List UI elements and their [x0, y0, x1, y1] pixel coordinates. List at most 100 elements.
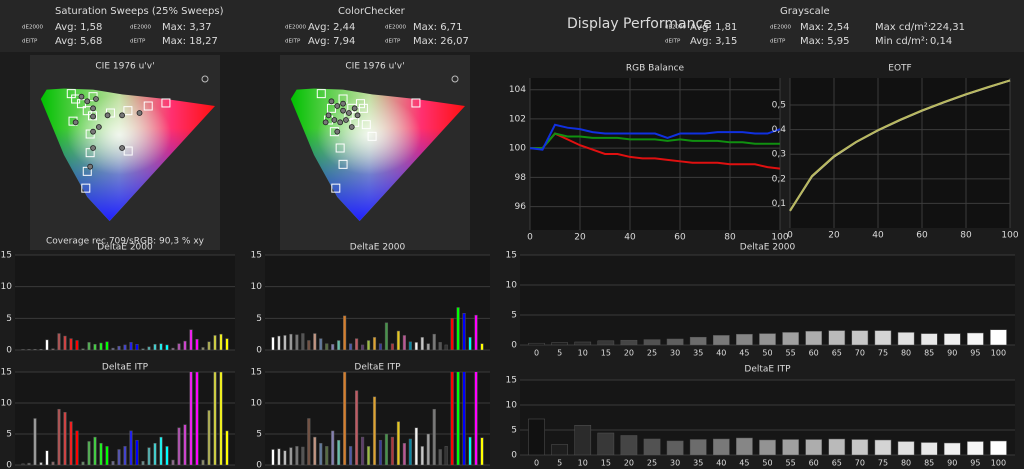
y-tick-label: 5 [511, 426, 517, 436]
bar [289, 333, 293, 350]
y-tick-label: 10 [1, 282, 13, 292]
measured-point [119, 145, 125, 151]
metric-label: dEITP [22, 39, 38, 45]
bar [851, 439, 869, 455]
bar [225, 430, 229, 465]
series-line [529, 123, 781, 151]
bar [378, 439, 383, 465]
bar [195, 338, 199, 350]
bar [301, 446, 305, 465]
bar [689, 439, 707, 455]
bar [27, 349, 31, 350]
bar [283, 335, 287, 350]
bar [213, 335, 217, 350]
bar [331, 430, 335, 465]
metric-label: dEITP [770, 39, 786, 45]
plot-bg [520, 255, 1015, 345]
series-line [530, 132, 780, 150]
x-tick-label: 25 [647, 459, 657, 468]
bar [69, 338, 73, 350]
bar [620, 435, 638, 455]
measured-point [331, 117, 338, 123]
bar [828, 438, 846, 455]
bar [21, 349, 25, 350]
bar [920, 333, 938, 345]
bars [528, 418, 1007, 455]
bar [271, 337, 275, 350]
bar [712, 335, 730, 345]
y-tick-label: 5 [6, 430, 12, 440]
bar [408, 438, 412, 465]
metric-label: dE2000 [665, 25, 686, 31]
bar [782, 439, 799, 455]
y-tick-label: 0 [256, 346, 262, 356]
y-tick-label: 5 [256, 314, 262, 324]
chart-title: DeltaE ITP [102, 363, 149, 373]
bar [325, 343, 329, 350]
bar [666, 338, 684, 345]
bar [111, 347, 115, 350]
bar [480, 437, 484, 465]
metric-label: dE2000 [130, 25, 151, 31]
bar [426, 433, 430, 465]
bar [337, 340, 341, 350]
bar [75, 340, 79, 350]
x-tick-label: 50 [762, 349, 772, 358]
measured-point [340, 107, 346, 114]
bar [75, 430, 79, 465]
target-point [123, 106, 133, 116]
target-point [331, 183, 341, 193]
y-tick-label: 0 [256, 461, 262, 469]
target-point [161, 98, 171, 108]
x-tick-label: 95 [970, 459, 980, 468]
bar [420, 337, 424, 350]
bar [135, 344, 139, 350]
bar [63, 412, 67, 465]
bars [21, 329, 229, 350]
metric-value: Max: 5,95 [800, 36, 850, 47]
bar [183, 340, 187, 350]
metric-label: dE2000 [22, 25, 43, 31]
target-point [358, 103, 368, 113]
measured-point [322, 119, 329, 126]
measured-point [87, 163, 94, 170]
bar [438, 342, 442, 350]
bar [920, 442, 938, 455]
bar [331, 344, 335, 350]
measured-point [348, 124, 355, 130]
metric-value: Max: 6,71 [413, 22, 463, 33]
measured-point [325, 112, 332, 119]
measured-point [90, 145, 96, 151]
metric-value: Avg: 2,44 [308, 22, 355, 33]
chart-title: DeltaE ITP [744, 365, 791, 375]
bar [201, 347, 205, 350]
x-tick-label: 100 [771, 233, 788, 243]
measured-point [104, 112, 111, 119]
x-tick-label: 5 [557, 459, 562, 468]
bar [360, 436, 365, 465]
x-tick-label: 90 [947, 349, 957, 358]
bar [343, 372, 347, 465]
measured-point [84, 98, 91, 105]
measured-point [345, 110, 352, 116]
series-line [530, 132, 781, 170]
measured-point [343, 117, 349, 123]
bar [372, 337, 377, 350]
bars [528, 329, 1007, 345]
bar [343, 315, 347, 350]
bar [45, 450, 49, 465]
measured-point [95, 124, 102, 130]
metric-value: Avg: 1,81 [690, 22, 737, 33]
bar [183, 424, 187, 465]
x-tick-label: 20 [624, 349, 634, 358]
y-tick-label: 0 [6, 346, 12, 356]
y-tick-label: 100 [509, 144, 526, 154]
bar [99, 342, 103, 350]
measured-point [340, 100, 346, 107]
metric-value: Avg: 1,58 [55, 22, 102, 33]
bar [105, 446, 109, 465]
bar [129, 342, 133, 350]
x-tick-label: 40 [716, 459, 726, 468]
bars [271, 372, 484, 465]
